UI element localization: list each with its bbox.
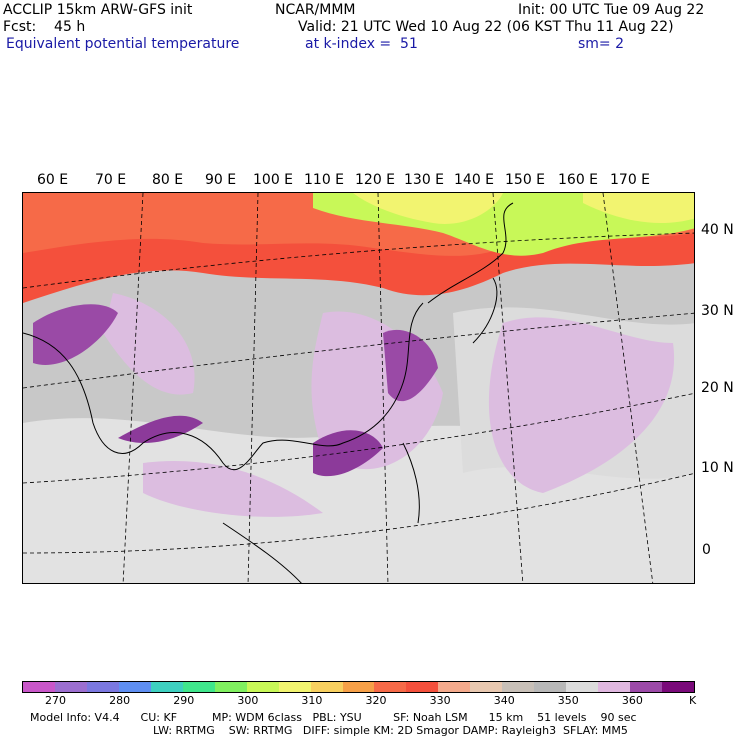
field-name: Equivalent potential temperature: [6, 36, 240, 52]
colorbar-swatch: [630, 682, 663, 692]
init-time: Init: 00 UTC Tue 09 Aug 22: [518, 2, 705, 18]
lat-label: 20 N: [701, 380, 734, 396]
lon-label: 80 E: [152, 172, 184, 188]
colorbar-swatch: [470, 682, 503, 692]
colorbar-swatch: [438, 682, 471, 692]
map-field: [23, 193, 694, 583]
colorbar-swatch: [150, 682, 183, 692]
colorbar-label: 360: [621, 694, 643, 707]
lon-label: 90 E: [205, 172, 237, 188]
lon-label: 60 E: [37, 172, 69, 188]
colorbar-swatch: [662, 682, 695, 692]
lon-label: 70 E: [95, 172, 127, 188]
lon-label: 100 E: [253, 172, 294, 188]
lon-label: 130 E: [404, 172, 445, 188]
colorbar-label: 310: [301, 694, 323, 707]
colorbar-swatch: [278, 682, 311, 692]
map-panel: [22, 192, 695, 584]
model-info-line2: LW: RRTMG SW: RRTMG DIFF: simple KM: 2D …: [153, 724, 628, 737]
model-info-line1: Model Info: V4.4 CU: KF MP: WDM 6class P…: [30, 711, 637, 724]
valid-time: Valid: 21 UTC Wed 10 Aug 22 (06 KST Thu …: [298, 19, 674, 35]
colorbar-swatch: [310, 682, 343, 692]
colorbar-label: 340: [493, 694, 515, 707]
colorbar-swatch: [214, 682, 247, 692]
lat-label: 10 N: [701, 460, 734, 476]
colorbar-label: K: [689, 694, 697, 707]
colorbar-label: 290: [173, 694, 195, 707]
lon-label: 110 E: [304, 172, 345, 188]
colorbar: [22, 681, 695, 693]
lon-label: 120 E: [355, 172, 396, 188]
lat-label: 0: [702, 542, 711, 558]
lat-label: 40 N: [701, 222, 734, 238]
colorbar-label: 280: [109, 694, 131, 707]
colorbar-labels: 270 280 290 300 310 320 330 340 350 360 K: [22, 695, 712, 709]
colorbar-swatch: [86, 682, 119, 692]
colorbar-label: 300: [237, 694, 259, 707]
colorbar-swatch: [598, 682, 631, 692]
lon-label: 140 E: [454, 172, 495, 188]
colorbar-swatch: [54, 682, 87, 692]
colorbar-label: 350: [557, 694, 579, 707]
colorbar-label: 320: [365, 694, 387, 707]
level-label: at k-index = 51: [305, 36, 418, 52]
colorbar-swatch: [534, 682, 567, 692]
colorbar-swatch: [182, 682, 215, 692]
org-label: NCAR/MMM: [275, 2, 356, 18]
longitude-labels: 60 E 70 E 80 E 90 E 100 E 110 E 120 E 130 E 140 …: [0, 172, 740, 188]
colorbar-swatch: [246, 682, 279, 692]
colorbar-swatch: [342, 682, 375, 692]
forecast-hour: Fcst: 45 h: [3, 19, 86, 35]
lon-label: 160 E: [558, 172, 599, 188]
colorbar-swatch: [566, 682, 599, 692]
colorbar-swatch: [23, 682, 55, 692]
model-title: ACCLIP 15km ARW-GFS init: [3, 2, 193, 18]
colorbar-swatch: [374, 682, 407, 692]
smoothing-label: sm= 2: [578, 36, 625, 52]
lat-label: 30 N: [701, 303, 734, 319]
lon-label: 150 E: [505, 172, 546, 188]
colorbar-swatch: [118, 682, 151, 692]
colorbar-swatch: [502, 682, 535, 692]
colorbar-label: 270: [45, 694, 67, 707]
lon-label: 170 E: [610, 172, 651, 188]
latitude-labels: 40 N 30 N 20 N 10 N 0: [698, 192, 740, 592]
colorbar-swatch: [406, 682, 439, 692]
colorbar-label: 330: [429, 694, 451, 707]
